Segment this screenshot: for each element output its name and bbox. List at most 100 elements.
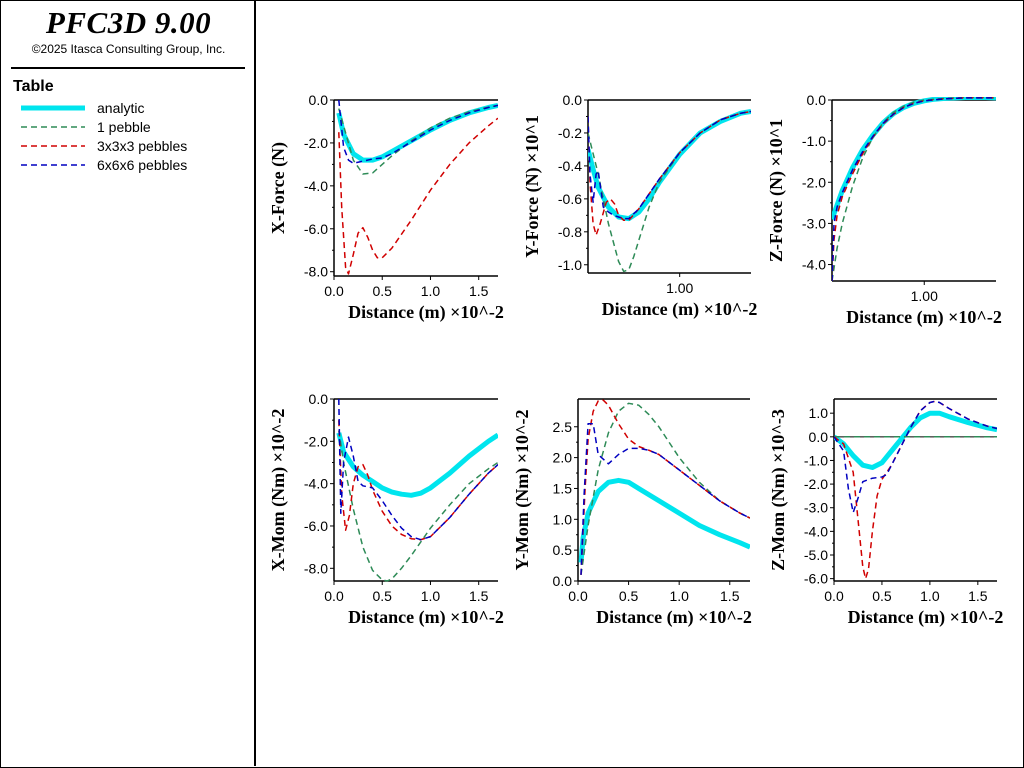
y-tick-label: -3.0 <box>804 500 828 516</box>
y-tick-label: -8.0 <box>304 264 328 280</box>
series-line <box>338 420 498 541</box>
series-line <box>588 110 751 236</box>
x-tick-label: 0.5 <box>872 588 892 604</box>
y-tick-label: -1.0 <box>802 133 826 149</box>
sidebar-panel: PFC3D 9.00 ©2025 Itasca Consulting Group… <box>1 1 256 766</box>
series-line <box>338 99 498 165</box>
x-tick-label: 0.0 <box>324 283 344 299</box>
x-tick-label: 0.5 <box>373 588 393 604</box>
x-tick-label: 0.5 <box>619 588 639 604</box>
series-line <box>834 400 997 580</box>
y-tick-label: -4.0 <box>304 178 328 194</box>
legend-label: 1 pebble <box>97 119 151 135</box>
y-axis-label: Y-Mom (Nm) ×10^-2 <box>512 409 533 570</box>
series-line <box>578 477 750 563</box>
x-tick-label: 0.0 <box>824 588 844 604</box>
legend-swatch <box>21 164 85 166</box>
chart-panel: 0.0 -2.0 -4.0 -6.0 -8.0 0.0 0.5 1.0 1.5 Distance … <box>268 92 504 323</box>
y-tick-label: -2.0 <box>304 135 328 151</box>
series-line <box>588 109 751 222</box>
y-tick-label: -8.0 <box>304 560 328 576</box>
y-tick-label: 0.0 <box>563 92 583 108</box>
plot-area: 0.0 -2.0 -4.0 -6.0 -8.0 0.0 0.5 1.0 1.5 Distance … <box>258 0 1022 766</box>
legend-swatch <box>21 126 85 128</box>
x-tick-label: 1.5 <box>968 588 988 604</box>
series-line <box>580 402 750 575</box>
y-tick-label: -2.0 <box>304 433 328 449</box>
x-axis-label: Distance (m) ×10^-2 <box>846 307 1002 328</box>
chart-panel: 0.0 -1.0 -2.0 -3.0 -4.0 1.00 Distance (m) ×10^… <box>766 92 1002 328</box>
x-tick-label: 1.0 <box>421 588 441 604</box>
x-tick-label: 1.5 <box>469 283 489 299</box>
y-tick-label: -1.0 <box>558 257 582 273</box>
y-tick-label: -1.0 <box>804 452 828 468</box>
plots-canvas: 0.0 -2.0 -4.0 -6.0 -8.0 0.0 0.5 1.0 1.5 Distance … <box>268 92 1004 628</box>
legend-label: 6x6x6 pebbles <box>97 157 188 173</box>
y-tick-label: -6.0 <box>304 221 328 237</box>
x-tick-label: 1.0 <box>669 588 689 604</box>
y-tick-label: 0.5 <box>553 542 573 558</box>
legend-label: analytic <box>97 100 145 116</box>
legend-swatch <box>21 145 85 147</box>
y-tick-label: 1.5 <box>553 480 573 496</box>
y-tick-label: -3.0 <box>802 215 826 231</box>
series-line <box>832 97 996 282</box>
x-tick-label: 1.00 <box>666 280 693 296</box>
x-tick-label: 0.0 <box>568 588 588 604</box>
series-line <box>338 430 498 582</box>
y-tick-label: 0.0 <box>809 429 829 445</box>
y-axis-label: X-Mom (Nm) ×10^-2 <box>268 409 289 572</box>
y-tick-label: -6.0 <box>304 518 328 534</box>
y-tick-label: 0.0 <box>309 391 329 407</box>
series-line <box>588 110 751 273</box>
y-tick-label: 2.0 <box>553 450 573 466</box>
x-axis-label: Distance (m) ×10^-2 <box>348 607 504 628</box>
y-tick-label: -2.0 <box>802 174 826 190</box>
legend-heading: Table <box>13 78 54 95</box>
y-tick-label: 0.0 <box>807 92 827 108</box>
y-tick-label: 1.0 <box>553 511 573 527</box>
x-axis-label: Distance (m) ×10^-2 <box>596 607 752 628</box>
title-divider <box>11 67 245 69</box>
x-tick-label: 0.5 <box>373 283 393 299</box>
y-tick-label: -0.2 <box>558 125 582 141</box>
y-tick-label: 0.0 <box>553 573 573 589</box>
y-tick-label: -4.0 <box>802 257 826 273</box>
x-tick-label: 1.5 <box>469 588 489 604</box>
x-tick-label: 0.0 <box>324 588 344 604</box>
y-axis-label: X-Force (N) <box>268 142 289 234</box>
chart-panel: 0.0 -2.0 -4.0 -6.0 -8.0 0.0 0.5 1.0 1.5 Distance … <box>268 391 504 628</box>
x-axis-label: Distance (m) ×10^-2 <box>848 607 1004 628</box>
y-tick-label: -2.0 <box>804 476 828 492</box>
y-axis-label: Y-Force (N) ×10^1 <box>522 115 543 258</box>
series-line <box>834 410 997 470</box>
series-line <box>832 97 996 282</box>
chart-panel: 1.00.0-1.0-2.0-3.0-4.0-5.0-6.00.0 0.5 1.0 1… <box>768 398 1004 628</box>
chart-panel: 0.0 -0.2 -0.4 -0.6 -0.8 -1.0 1.00 Distance (m) … <box>522 92 757 320</box>
y-tick-label: -0.6 <box>558 191 582 207</box>
y-tick-label: -4.0 <box>804 523 828 539</box>
legend-swatch <box>21 105 85 111</box>
chart-panel: 0.0 0.5 1.0 1.5 2.0 2.5 0.0 0.5 1.0 1.5 Distance (… <box>512 398 752 628</box>
y-tick-label: 1.0 <box>809 405 829 421</box>
series-line <box>338 104 498 175</box>
x-tick-label: 1.5 <box>720 588 740 604</box>
y-tick-label: -4.0 <box>304 476 328 492</box>
series-line <box>336 102 498 163</box>
y-tick-label: -5.0 <box>804 547 828 563</box>
y-tick-label: -0.4 <box>558 158 582 174</box>
series-line <box>832 97 996 282</box>
y-tick-label: -0.8 <box>558 224 582 240</box>
y-axis-label: Z-Mom (Nm) ×10^-3 <box>768 409 789 571</box>
y-tick-label: 2.5 <box>553 419 573 435</box>
series-line <box>588 110 751 220</box>
series-line <box>338 398 498 541</box>
copyright-text: ©2025 Itasca Consulting Group, Inc. <box>31 42 226 56</box>
series-line <box>338 117 498 275</box>
series-line <box>834 400 997 514</box>
series-line <box>580 422 750 575</box>
x-tick-label: 1.00 <box>911 288 938 304</box>
y-tick-label: -6.0 <box>804 571 828 587</box>
legend-label: 3x3x3 pebbles <box>97 138 188 154</box>
series-line <box>580 399 750 575</box>
